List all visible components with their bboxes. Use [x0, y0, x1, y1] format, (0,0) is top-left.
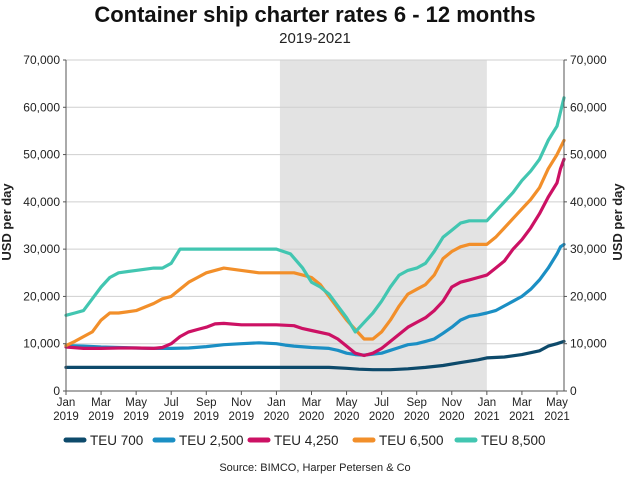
- x-tick-label: Jul: [374, 397, 389, 409]
- legend-item: TEU 6,500: [352, 433, 444, 448]
- y-tick-label-left: 10,000: [23, 337, 60, 351]
- chart-title: Container ship charter rates 6 - 12 mont…: [94, 2, 536, 27]
- x-tick-label: Nov: [442, 397, 463, 409]
- x-tick-label: Sep: [406, 397, 426, 409]
- y-tick-label-left: 20,000: [23, 289, 60, 303]
- series-line-teu-4-250: [64, 157, 566, 358]
- y-tick-label-right: 20,000: [570, 289, 607, 303]
- y-axis-label-left: USD per day: [0, 183, 14, 261]
- chart-subtitle: 2019-2021: [279, 30, 351, 47]
- x-tick-label: May: [125, 397, 147, 409]
- x-tick-label-year: 2019: [53, 411, 79, 423]
- x-tick-label: Sep: [196, 397, 216, 409]
- y-tick-label-left: 50,000: [23, 148, 60, 162]
- x-tick-label-year: 2020: [264, 411, 290, 423]
- x-tick-label-year: 2021: [544, 411, 570, 423]
- x-tick-label: Jan: [57, 397, 76, 409]
- y-tick-label-right: 50,000: [570, 148, 607, 162]
- x-tick-label: Jul: [164, 397, 179, 409]
- y-tick-label-left: 40,000: [23, 195, 60, 209]
- y-tick-label-left: 30,000: [23, 242, 60, 256]
- legend-label: TEU 700: [90, 433, 143, 448]
- x-tick-label-year: 2021: [474, 411, 500, 423]
- y-tick-label-left: 70,000: [23, 53, 60, 67]
- y-axis-label-right: USD per day: [610, 183, 625, 261]
- x-tick-label-year: 2020: [334, 411, 360, 423]
- x-tick-label-year: 2021: [509, 411, 535, 423]
- y-tick-label-left: 0: [53, 384, 60, 398]
- y-tick-label-left: 60,000: [23, 100, 60, 114]
- legend-label: TEU 6,500: [379, 433, 444, 448]
- x-tick-label-year: 2020: [299, 411, 325, 423]
- series-line-teu-8-500: [64, 96, 566, 334]
- legend-item: TEU 8,500: [454, 433, 546, 448]
- x-tick-label-year: 2020: [439, 411, 465, 423]
- x-tick-label-year: 2020: [369, 411, 395, 423]
- x-tick-label-year: 2020: [404, 411, 430, 423]
- legend-item: TEU 4,250: [247, 433, 339, 448]
- y-tick-label-right: 40,000: [570, 195, 607, 209]
- y-tick-label-right: 0: [570, 384, 577, 398]
- legend-label: TEU 4,250: [274, 433, 339, 448]
- x-tick-label-year: 2019: [88, 411, 114, 423]
- x-tick-label-year: 2019: [193, 411, 219, 423]
- x-tick-label: Mar: [512, 397, 532, 409]
- legend-item: TEU 2,500: [152, 433, 244, 448]
- legend-label: TEU 8,500: [481, 433, 546, 448]
- series-line-teu-2-500: [64, 242, 566, 357]
- x-tick-label: Mar: [91, 397, 111, 409]
- x-tick-label: Jan: [478, 397, 497, 409]
- y-tick-label-right: 70,000: [570, 53, 607, 67]
- x-tick-label: Nov: [231, 397, 252, 409]
- chart-source: Source: BIMCO, Harper Petersen & Co: [219, 462, 411, 474]
- y-tick-label-right: 30,000: [570, 242, 607, 256]
- x-tick-label-year: 2019: [123, 411, 149, 423]
- x-tick-label: Mar: [302, 397, 322, 409]
- x-tick-label: May: [336, 397, 358, 409]
- series-line-teu-700: [64, 339, 566, 372]
- y-tick-label-right: 10,000: [570, 337, 607, 351]
- legend-label: TEU 2,500: [179, 433, 244, 448]
- x-tick-label: Jan: [267, 397, 286, 409]
- legend-item: TEU 700: [63, 433, 143, 448]
- x-tick-label: May: [546, 397, 568, 409]
- shaded-region: [279, 60, 487, 391]
- y-tick-label-right: 60,000: [570, 100, 607, 114]
- x-tick-label-year: 2019: [158, 411, 184, 423]
- x-tick-label-year: 2019: [229, 411, 255, 423]
